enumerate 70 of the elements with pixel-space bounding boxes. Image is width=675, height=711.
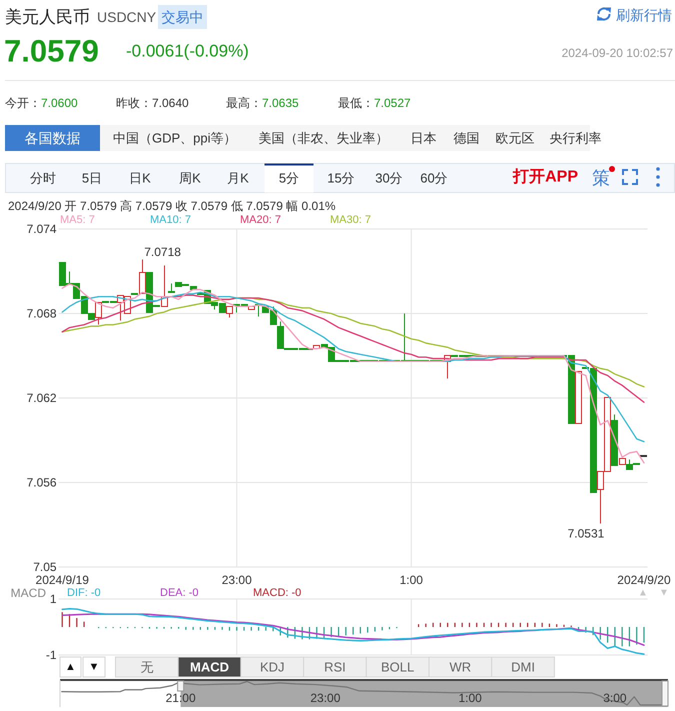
text: 最低： xyxy=(338,96,374,110)
annotation: 7.0718 xyxy=(144,244,182,259)
text: ▲ xyxy=(65,661,76,673)
text: 7.0600 xyxy=(41,96,78,110)
text: USDCNY xyxy=(97,9,157,25)
x-tick-label: 2024/9/20 xyxy=(617,573,671,587)
text: 美国（非农、失业率） xyxy=(258,130,389,146)
text: 各国数据 xyxy=(24,130,80,146)
text: 60分 xyxy=(420,170,448,186)
text: 日本 xyxy=(410,130,437,146)
y-tick-label: -1 xyxy=(46,648,57,662)
text: 德国 xyxy=(454,130,480,146)
text: 央行利率 xyxy=(550,130,602,146)
text: 7.0635 xyxy=(262,96,300,110)
text: 7.0640 xyxy=(152,96,190,110)
text: 无 xyxy=(140,660,154,674)
text: 日K xyxy=(129,170,152,186)
text: 30分 xyxy=(375,170,403,186)
annotation: 7.0531 xyxy=(568,526,605,540)
text: 7.0579 xyxy=(4,34,99,68)
text: ▲ xyxy=(638,588,648,598)
text: MACD xyxy=(190,660,230,674)
text: 周K xyxy=(179,170,202,186)
text: 5日 xyxy=(82,170,102,186)
x-tick-label: 3:00 xyxy=(603,691,627,705)
text: MA30: 7 xyxy=(330,214,371,226)
text: MA10: 7 xyxy=(150,214,191,226)
series-label: DIF: -0 xyxy=(67,587,101,599)
text: ▼ xyxy=(88,661,100,673)
text: 中国（GDP、ppi等） xyxy=(113,130,237,146)
text: 最高： xyxy=(226,96,262,110)
text: DMI xyxy=(511,660,535,674)
text: 5分 xyxy=(278,170,300,186)
text: 美元人民币 xyxy=(5,8,90,26)
text: 今开： xyxy=(5,96,41,110)
text: MA20: 7 xyxy=(240,214,281,226)
y-tick-label: 7.062 xyxy=(26,391,57,405)
y-tick-label: 7.05 xyxy=(33,560,57,574)
text: 刷新行情 xyxy=(616,7,672,23)
text: 分时 xyxy=(30,170,56,186)
y-tick-label: 7.056 xyxy=(26,476,57,490)
text: WR xyxy=(450,660,472,674)
text: KDJ xyxy=(260,660,285,674)
text: MA5: 7 xyxy=(60,214,95,226)
x-tick-label: 2024/9/19 xyxy=(36,573,90,587)
text: 月K xyxy=(227,170,250,186)
y-tick-label: 7.068 xyxy=(26,306,57,320)
y-tick-label: 1 xyxy=(50,592,57,606)
y-tick-label: 7.074 xyxy=(26,222,57,236)
text: 交易中 xyxy=(162,9,204,25)
text: 7.0527 xyxy=(374,96,412,110)
text: MACD: -0 xyxy=(253,587,302,599)
text: 欧元区 xyxy=(496,130,535,146)
text: -0.0061(-0.09%) xyxy=(126,42,249,60)
x-tick-label: 21:00 xyxy=(166,691,196,705)
series-label: DEA: -0 xyxy=(160,587,199,599)
text: 打开APP xyxy=(512,168,578,186)
chart-title: 2024/9/20 开 7.0579 高 7.0579 收 7.0579 低 7.0579 幅 0.01% xyxy=(8,199,336,213)
x-tick-label: 23:00 xyxy=(310,691,341,705)
text: 策 xyxy=(592,168,610,188)
x-tick-label: 1:00 xyxy=(458,691,482,705)
text: RSI xyxy=(324,660,346,674)
x-tick-label: 1:00 xyxy=(400,573,424,587)
chart-title: MACD xyxy=(10,586,46,600)
text: 昨收： xyxy=(116,96,152,110)
text: ▼ xyxy=(659,588,669,598)
text: 2024-09-20 10:02:57 xyxy=(562,46,674,60)
x-tick-label: 23:00 xyxy=(222,573,252,587)
text: 15分 xyxy=(327,170,355,186)
text: BOLL xyxy=(381,660,414,674)
